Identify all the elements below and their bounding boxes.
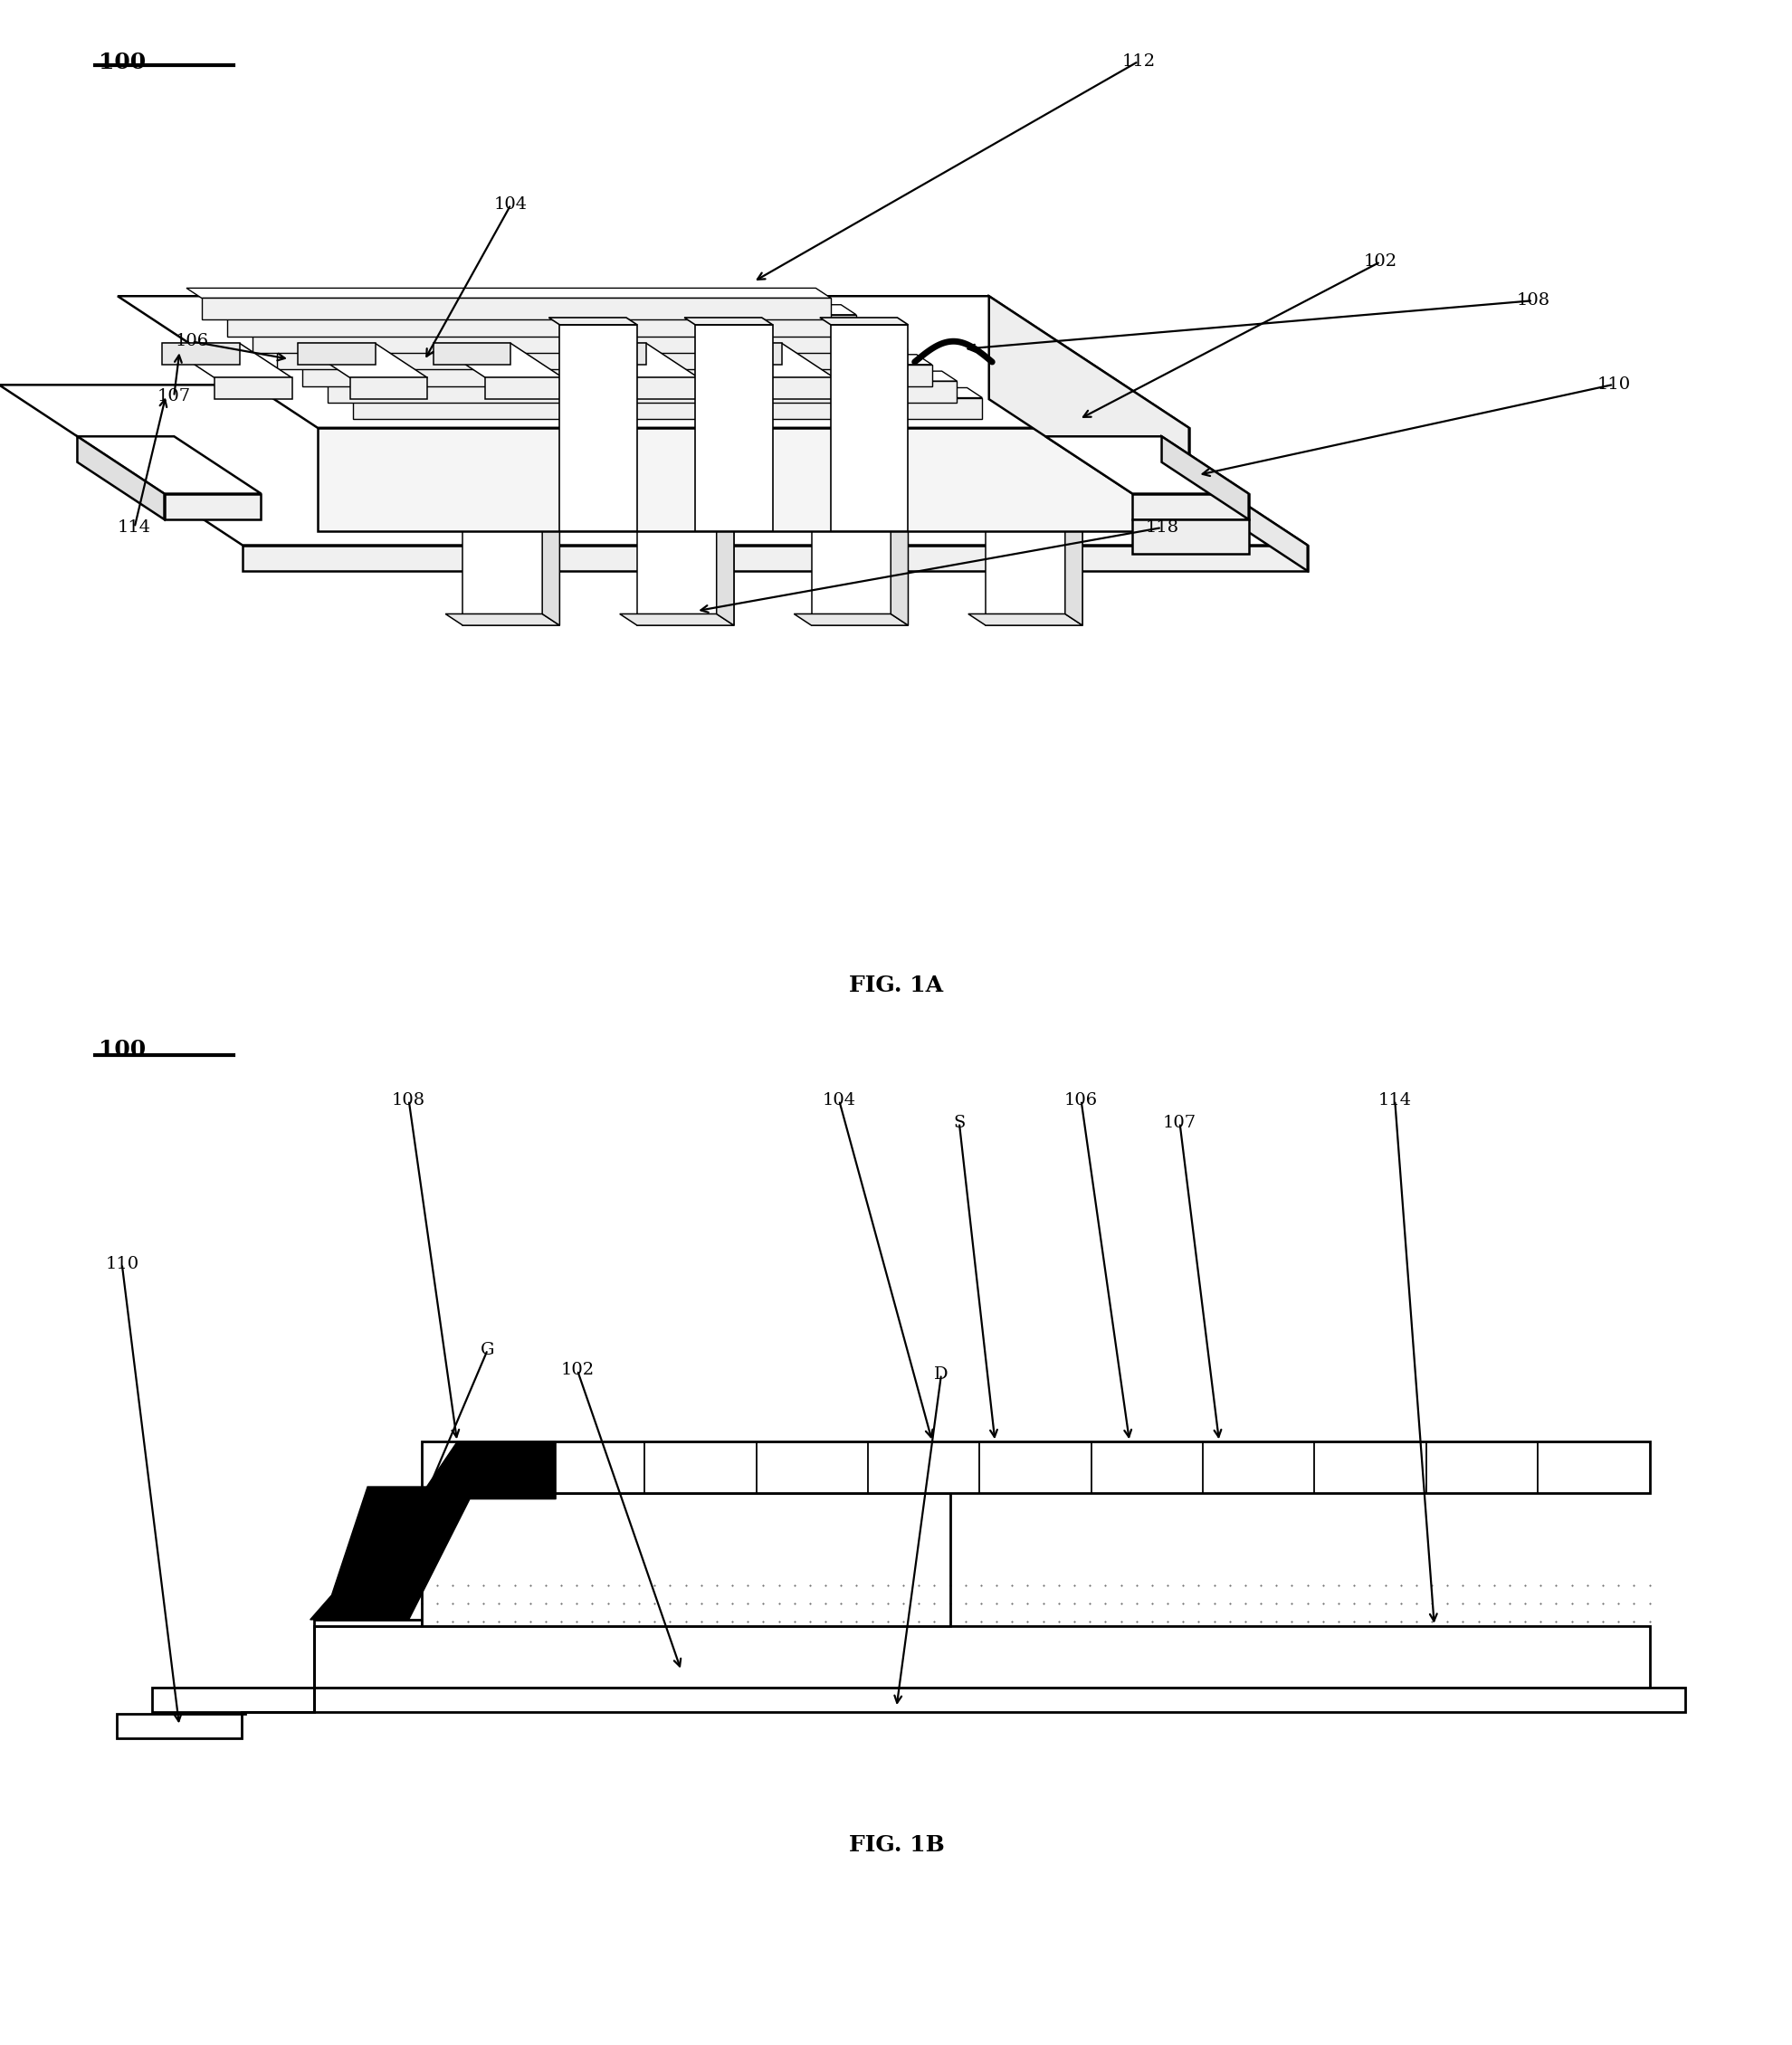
Polygon shape [756, 378, 833, 399]
Polygon shape [568, 344, 647, 364]
Polygon shape [704, 344, 833, 378]
Text: FIG. 1A: FIG. 1A [849, 975, 943, 996]
Polygon shape [353, 397, 982, 419]
Text: 112: 112 [1122, 53, 1154, 70]
Polygon shape [695, 325, 772, 532]
Text: 100: 100 [99, 1039, 145, 1061]
Polygon shape [1045, 436, 1247, 493]
Text: 108: 108 [392, 1092, 425, 1108]
Polygon shape [278, 348, 907, 370]
Text: 102: 102 [1364, 254, 1396, 270]
Polygon shape [287, 354, 932, 364]
Polygon shape [989, 297, 1188, 532]
Polygon shape [242, 546, 1306, 571]
Polygon shape [262, 337, 907, 348]
Text: 106: 106 [176, 333, 208, 350]
Polygon shape [1133, 519, 1247, 554]
Polygon shape [685, 317, 772, 325]
Polygon shape [0, 384, 1306, 546]
Polygon shape [312, 370, 957, 380]
Text: 110: 110 [106, 1256, 138, 1272]
Polygon shape [228, 315, 857, 335]
Text: 107: 107 [1163, 1115, 1195, 1131]
Text: FIG. 1B: FIG. 1B [848, 1834, 944, 1855]
Polygon shape [434, 344, 563, 378]
Text: G: G [480, 1342, 495, 1358]
Polygon shape [337, 389, 982, 397]
Polygon shape [165, 493, 262, 519]
Text: 110: 110 [1597, 376, 1629, 393]
Polygon shape [636, 532, 733, 626]
Polygon shape [812, 532, 909, 626]
Polygon shape [297, 344, 426, 378]
Text: 104: 104 [495, 196, 527, 213]
Polygon shape [819, 317, 909, 325]
Polygon shape [1161, 436, 1247, 519]
Polygon shape [116, 1620, 421, 1738]
Text: 114: 114 [118, 519, 151, 536]
Polygon shape [237, 321, 882, 331]
Polygon shape [186, 288, 830, 299]
Polygon shape [421, 1442, 1649, 1493]
Polygon shape [462, 532, 559, 626]
Text: 108: 108 [1516, 292, 1548, 309]
Polygon shape [986, 532, 1082, 626]
Polygon shape [968, 614, 1082, 626]
Polygon shape [253, 331, 882, 354]
Polygon shape [568, 344, 699, 378]
Polygon shape [152, 1687, 1684, 1712]
Polygon shape [349, 378, 426, 399]
Polygon shape [163, 344, 292, 378]
Polygon shape [421, 1493, 950, 1626]
Polygon shape [118, 297, 1188, 427]
Polygon shape [77, 436, 262, 493]
Polygon shape [434, 344, 511, 364]
Polygon shape [215, 378, 292, 399]
Polygon shape [559, 325, 636, 532]
Polygon shape [704, 344, 781, 364]
Polygon shape [444, 614, 559, 626]
Polygon shape [486, 378, 563, 399]
Polygon shape [717, 519, 733, 626]
Polygon shape [314, 1626, 1649, 1687]
Text: 104: 104 [823, 1092, 855, 1108]
Polygon shape [211, 305, 857, 315]
Polygon shape [303, 364, 932, 387]
Text: 107: 107 [158, 389, 190, 405]
Polygon shape [163, 344, 240, 364]
Polygon shape [830, 325, 909, 532]
Polygon shape [1064, 519, 1082, 626]
Text: D: D [934, 1366, 948, 1382]
Text: S: S [953, 1115, 964, 1131]
Polygon shape [620, 614, 733, 626]
Polygon shape [297, 344, 375, 364]
Polygon shape [891, 519, 909, 626]
Polygon shape [541, 519, 559, 626]
Polygon shape [548, 317, 636, 325]
Polygon shape [201, 299, 830, 319]
Text: 118: 118 [1145, 519, 1177, 536]
Polygon shape [328, 380, 957, 403]
Text: 100: 100 [99, 51, 145, 74]
Polygon shape [317, 427, 1188, 532]
Polygon shape [1063, 384, 1306, 571]
Polygon shape [1133, 493, 1247, 519]
Text: 114: 114 [1378, 1092, 1410, 1108]
Polygon shape [310, 1442, 556, 1620]
Polygon shape [794, 614, 909, 626]
Polygon shape [77, 436, 165, 519]
Polygon shape [620, 378, 699, 399]
Text: 102: 102 [561, 1362, 593, 1378]
Text: 106: 106 [1064, 1092, 1097, 1108]
